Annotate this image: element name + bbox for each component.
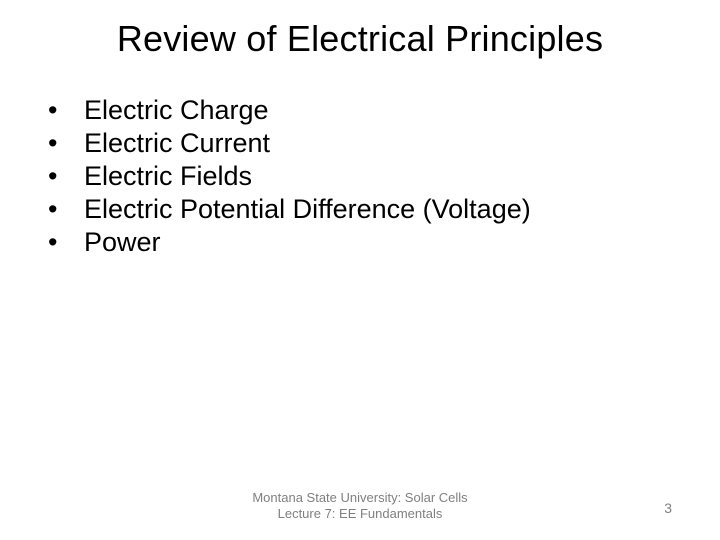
bullet-marker: • — [48, 94, 84, 127]
footer-text: Montana State University: Solar Cells Le… — [252, 490, 467, 523]
bullet-marker: • — [48, 193, 84, 226]
list-item: • Electric Current — [48, 127, 720, 160]
bullet-text: Electric Charge — [84, 94, 269, 127]
bullet-marker: • — [48, 160, 84, 193]
slide-footer: Montana State University: Solar Cells Le… — [0, 490, 720, 523]
footer-line-1: Montana State University: Solar Cells — [252, 490, 467, 505]
bullet-marker: • — [48, 127, 84, 160]
bullet-text: Electric Potential Difference (Voltage) — [84, 193, 531, 226]
slide-title: Review of Electrical Principles — [0, 0, 720, 60]
bullet-marker: • — [48, 226, 84, 259]
footer-line-2: Lecture 7: EE Fundamentals — [278, 506, 443, 521]
list-item: • Electric Potential Difference (Voltage… — [48, 193, 720, 226]
bullet-text: Electric Fields — [84, 160, 252, 193]
bullet-text: Electric Current — [84, 127, 270, 160]
list-item: • Electric Fields — [48, 160, 720, 193]
list-item: • Electric Charge — [48, 94, 720, 127]
page-number: 3 — [664, 500, 672, 516]
bullet-list: • Electric Charge • Electric Current • E… — [0, 60, 720, 259]
list-item: • Power — [48, 226, 720, 259]
bullet-text: Power — [84, 226, 161, 259]
